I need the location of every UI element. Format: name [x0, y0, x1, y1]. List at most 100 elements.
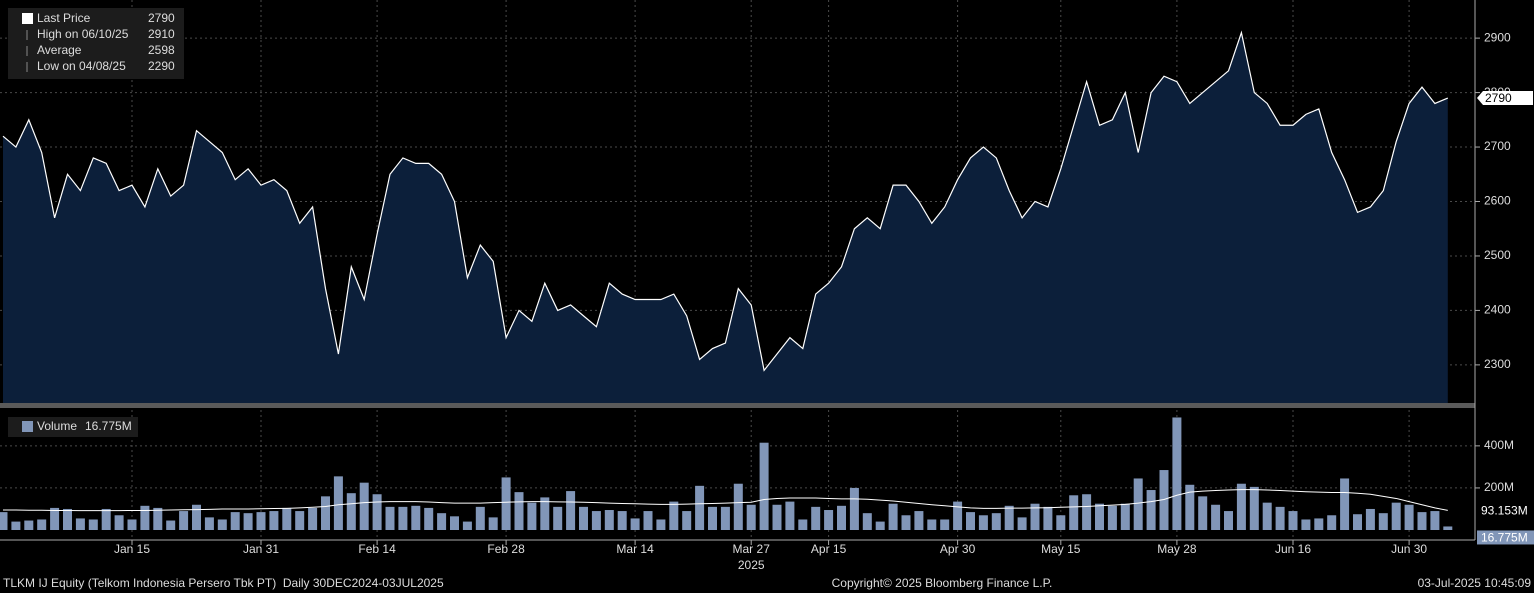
volume-bar [475, 506, 485, 530]
footer-right: 03-Jul-2025 10:45:09 [1418, 576, 1532, 590]
volume-bar [1275, 506, 1285, 530]
volume-bar [1249, 486, 1259, 530]
volume-bar [695, 485, 705, 530]
volume-bar [359, 482, 369, 530]
x-tick-label: Feb 14 [358, 542, 396, 556]
volume-bar [437, 513, 447, 530]
volume-bar [927, 519, 937, 530]
y-tick-label: 2500 [1484, 248, 1511, 262]
price-area [3, 32, 1448, 404]
y-tick-label: 2600 [1484, 194, 1511, 208]
volume-bar [553, 506, 563, 530]
volume-bar [1353, 514, 1362, 530]
y-tick-label: 2400 [1484, 303, 1511, 317]
volume-bar [1043, 506, 1053, 530]
volume-bar [940, 519, 950, 530]
x-tick-label: May 28 [1157, 542, 1197, 556]
x-tick-label: Jun 16 [1275, 542, 1311, 556]
volume-bar [966, 512, 975, 530]
footer-center: Copyright© 2025 Bloomberg Finance L.P. [832, 576, 1053, 590]
volume-bar [140, 505, 150, 530]
volume-bar [462, 521, 472, 530]
volume-bar [153, 507, 163, 530]
volume-bar [101, 508, 111, 530]
volume-bar [669, 501, 679, 530]
legend-label: Volume [37, 419, 77, 433]
volume-bar [333, 476, 343, 530]
volume-label-box [1477, 530, 1534, 545]
volume-bar [746, 504, 756, 530]
volume-bar [501, 477, 511, 530]
volume-bar [1069, 495, 1079, 530]
volume-bar [1236, 483, 1246, 530]
volume-bar [1340, 478, 1350, 530]
volume-bar [617, 511, 627, 530]
legend-label: Last Price [37, 11, 91, 25]
x-tick-label: Apr 30 [940, 542, 976, 556]
x-tick-label: Jun 30 [1391, 542, 1427, 556]
volume-bar [1095, 503, 1104, 530]
volume-bar [579, 506, 588, 530]
volume-bar [1172, 417, 1182, 530]
x-tick-label: Apr 15 [811, 542, 847, 556]
volume-bar [811, 506, 821, 530]
volume-bar [1146, 490, 1156, 530]
last-price-label: 2790 [1485, 91, 1512, 105]
y-tick-label: 2700 [1484, 139, 1511, 153]
volume-bar [1327, 515, 1337, 530]
volume-bar [385, 506, 395, 530]
volume-bar [50, 507, 60, 530]
legend-icon [22, 13, 33, 24]
average-label: 93.153M [1481, 504, 1528, 518]
volume-bar [256, 512, 266, 530]
y-tick-label: 2900 [1484, 30, 1511, 44]
volume-bar [75, 518, 85, 530]
y-tick-label: 200M [1484, 480, 1514, 494]
legend-label: High on 06/10/25 [37, 27, 129, 41]
volume-bar [733, 483, 743, 530]
volume-bar [308, 507, 318, 530]
volume-bar [1082, 494, 1092, 530]
volume-bar [295, 511, 305, 530]
volume-bar [772, 504, 782, 530]
price-line [2, 30, 1449, 372]
legend-value: 2598 [148, 43, 175, 57]
volume-bar [450, 516, 459, 530]
volume-bar [24, 520, 34, 530]
volume-bar [411, 505, 421, 530]
volume-bar [1198, 496, 1208, 530]
volume-bar [166, 520, 176, 530]
volume-bar [1004, 505, 1014, 530]
volume-bar [527, 502, 537, 530]
footer-left: TLKM IJ Equity (Telkom Indonesia Persero… [3, 576, 444, 590]
volume-bar [1404, 504, 1414, 530]
volume-bar [1107, 505, 1117, 530]
volume-bar [179, 511, 189, 530]
volume-legend-box [8, 417, 138, 437]
volume-bar [127, 519, 137, 530]
legend-value: 2910 [148, 27, 175, 41]
volume-bar [63, 508, 72, 530]
volume-bar [914, 511, 924, 530]
volume-bar [282, 507, 292, 530]
volume-bar [798, 519, 808, 530]
volume-bar [1314, 518, 1324, 530]
volume-bar [1133, 478, 1143, 530]
volume-bar [656, 519, 666, 530]
volume-bar [875, 521, 885, 530]
last-price-box [1477, 91, 1533, 106]
volume-bar [643, 511, 653, 530]
volume-bar [837, 505, 846, 530]
volume-bar [566, 491, 576, 530]
volume-bar [217, 519, 227, 530]
x-tick-label: Jan 31 [243, 542, 279, 556]
volume-bar [372, 494, 382, 530]
volume-bar [1443, 526, 1453, 530]
volume-bar [1185, 484, 1195, 530]
volume-label: 16.775M [1481, 531, 1528, 545]
volume-bar [591, 511, 601, 530]
volume-bar [269, 511, 279, 530]
legend-label: Average [37, 43, 82, 57]
x-tick-label: Mar 14 [616, 542, 654, 556]
